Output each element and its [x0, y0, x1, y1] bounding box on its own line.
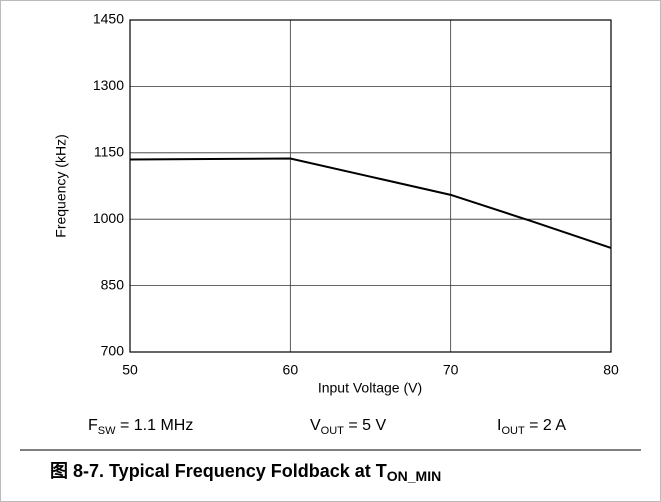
y-tick-label: 1300 — [93, 77, 124, 93]
caption-main: 图 8-7. Typical Frequency Foldback at T — [50, 461, 387, 481]
data-line — [129, 157, 612, 249]
x-tick-label: 80 — [603, 362, 619, 378]
y-tick-label: 700 — [101, 343, 125, 359]
annotation-sub: OUT — [321, 425, 345, 437]
annotation: VOUT = 5 V — [310, 417, 386, 437]
x-tick-label: 60 — [283, 362, 299, 378]
annotation-rest: = 2 A — [525, 417, 567, 434]
annotation-main: V — [310, 417, 321, 434]
caption-sub: ON_MIN — [387, 468, 441, 484]
y-tick-label: 1450 — [93, 11, 124, 27]
y-tick-label: 1000 — [93, 210, 124, 226]
annotation: IOUT = 2 A — [497, 417, 566, 437]
y-tick-label: 1150 — [94, 144, 124, 160]
x-axis-label: Input Voltage (V) — [318, 380, 422, 396]
annotation-rest: = 5 V — [344, 417, 387, 434]
annotation-main: F — [88, 417, 98, 434]
annotation-main: I — [497, 417, 501, 434]
annotation: FSW = 1.1 MHz — [88, 417, 193, 437]
x-tick-label: 70 — [443, 362, 459, 378]
annotation-rest: = 1.1 MHz — [116, 417, 194, 434]
y-axis-label: Frequency (kHz) — [53, 134, 69, 237]
plot-border — [129, 19, 612, 353]
x-tick-label: 50 — [122, 362, 138, 378]
annotation-sub: OUT — [501, 425, 525, 437]
caption: 图 8-7. Typical Frequency Foldback at TON… — [50, 461, 441, 484]
annotation-sub: SW — [98, 425, 116, 437]
y-tick-label: 850 — [101, 276, 125, 292]
